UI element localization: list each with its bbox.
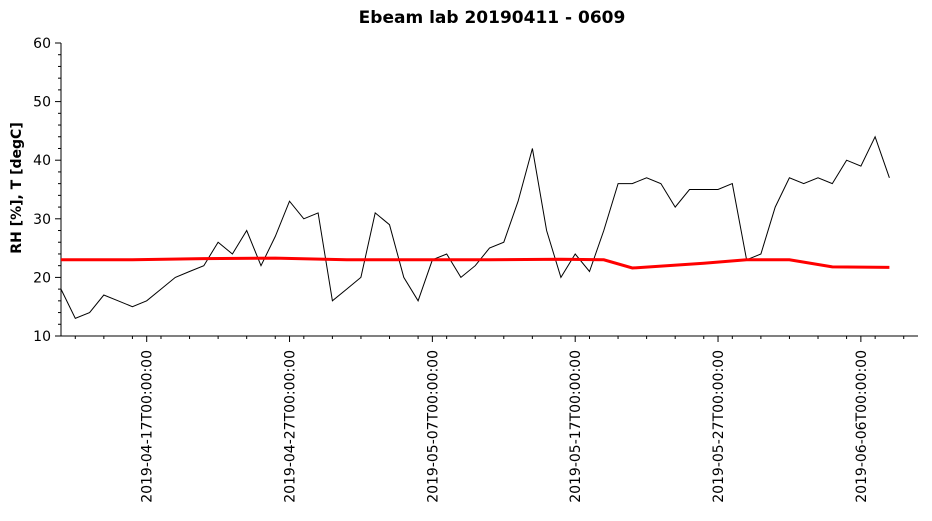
y-tick-label: 40 bbox=[33, 153, 51, 169]
series-line-2 bbox=[61, 256, 890, 270]
y-tick-label: 60 bbox=[33, 36, 51, 52]
x-tick-label: 2019-06-06T00:00:00 bbox=[854, 350, 870, 503]
plot-area: 10 20 30 40 50 60 2019-04-17T00:00:00 2019-04-2… bbox=[33, 36, 918, 503]
y-axis-label: RH [%], T [degC] bbox=[9, 122, 25, 253]
series-line-1 bbox=[60, 135, 890, 320]
y-tick-label: 30 bbox=[33, 212, 51, 228]
x-tick-label: 2019-04-27T00:00:00 bbox=[283, 350, 299, 503]
chart-title: Ebeam lab 20190411 - 0609 bbox=[359, 8, 626, 28]
y-tick-label: 10 bbox=[33, 329, 51, 345]
x-tick-label: 2019-05-27T00:00:00 bbox=[711, 350, 727, 503]
x-tick-label: 2019-05-17T00:00:00 bbox=[568, 350, 584, 503]
y-tick-label: 50 bbox=[33, 95, 51, 111]
x-tick-label: 2019-05-07T00:00:00 bbox=[425, 350, 441, 503]
y-tick-label: 20 bbox=[33, 270, 51, 286]
x-tick-label: 2019-04-17T00:00:00 bbox=[140, 350, 156, 503]
